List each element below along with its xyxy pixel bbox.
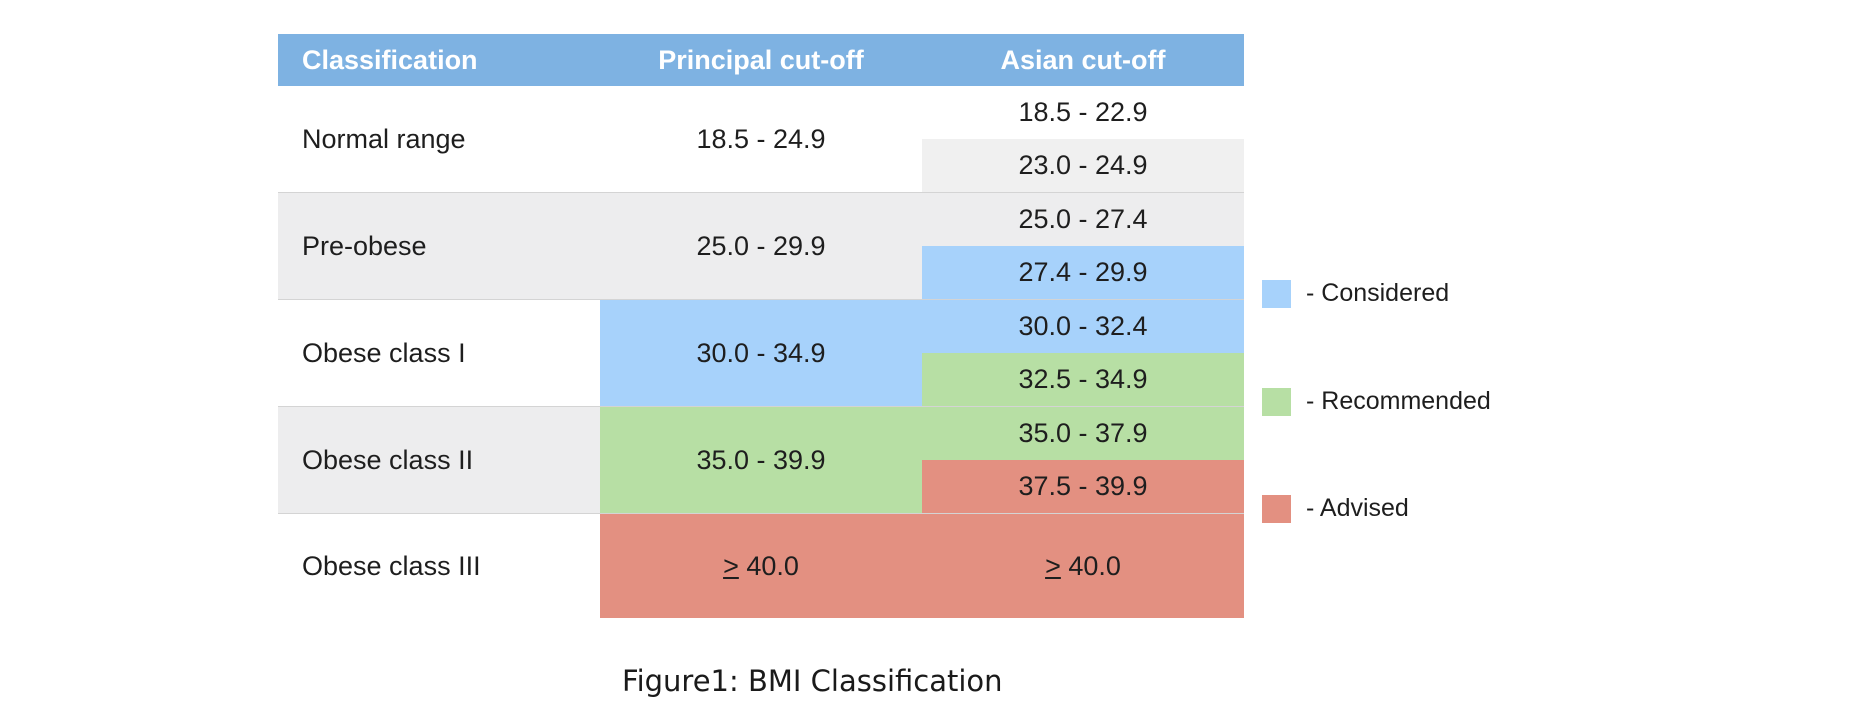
table-row: 27.4 - 29.9 [278,246,1244,300]
legend-label-advised: - Advised [1306,494,1409,522]
legend-swatch-advised [1262,495,1291,523]
table-row: Normal range 18.5 - 24.9 18.5 - 22.9 [278,86,1244,193]
asian-cutoff-cell: 35.0 - 37.9 [922,406,1244,460]
legend-swatch-recommended [1262,388,1291,416]
header-classification: Classification [278,34,600,86]
principal-cutoff-cell: 35.0 - 39.9 [600,406,922,514]
table-row: Obese class III > 40.0 > 40.0 [278,513,1244,618]
gte-symbol: > [723,550,739,581]
asian-cutoff-cell: > 40.0 [922,513,1244,618]
legend-swatch-considered [1262,280,1291,308]
table-row: Obese class II 35.0 - 39.9 35.0 - 37.9 [278,406,1244,514]
figure-caption: Figure1: BMI Classification [622,664,1003,698]
asian-cutoff-cell: 18.5 - 22.9 [922,86,1244,139]
principal-cutoff-cell: 18.5 - 24.9 [600,86,922,193]
principal-cutoff-value: 40.0 [746,550,799,581]
table-row: Pre-obese 25.0 - 29.9 25.0 - 27.4 [278,192,1244,300]
principal-cutoff-cell: > 40.0 [600,513,922,618]
classification-cell: Obese class I [278,299,600,407]
asian-cutoff-value: 40.0 [1068,550,1121,581]
legend-item-considered: - Considered [1262,278,1582,310]
classification-cell: Pre-obese [278,192,600,300]
legend-item-recommended: - Recommended [1262,386,1582,418]
header-asian-cutoff: Asian cut-off [922,34,1244,86]
legend-label-considered: - Considered [1306,279,1450,307]
asian-cutoff-cell: 23.0 - 24.9 [922,139,1244,193]
table-row: 37.5 - 39.9 [278,460,1244,514]
header-principal-cutoff: Principal cut-off [600,34,922,86]
classification-cell: Normal range [278,86,600,193]
table-row: 32.5 - 34.9 [278,353,1244,407]
principal-cutoff-cell: 30.0 - 34.9 [600,299,922,407]
table-row: 23.0 - 24.9 [278,139,1244,193]
asian-cutoff-cell: 25.0 - 27.4 [922,192,1244,246]
asian-cutoff-cell: 32.5 - 34.9 [922,353,1244,407]
legend-item-advised: - Advised [1262,493,1582,525]
legend-label-recommended: - Recommended [1306,387,1491,415]
table-header-row: Classification Principal cut-off Asian c… [278,34,1244,86]
asian-cutoff-cell: 30.0 - 32.4 [922,299,1244,353]
asian-cutoff-cell: 37.5 - 39.9 [922,460,1244,514]
principal-cutoff-cell: 25.0 - 29.9 [600,192,922,300]
gte-symbol: > [1045,550,1061,581]
asian-cutoff-cell: 27.4 - 29.9 [922,246,1244,300]
bmi-classification-table: Classification Principal cut-off Asian c… [278,34,1244,618]
table-row: Obese class I 30.0 - 34.9 30.0 - 32.4 [278,299,1244,407]
classification-cell: Obese class III [278,513,600,618]
classification-cell: Obese class II [278,406,600,514]
